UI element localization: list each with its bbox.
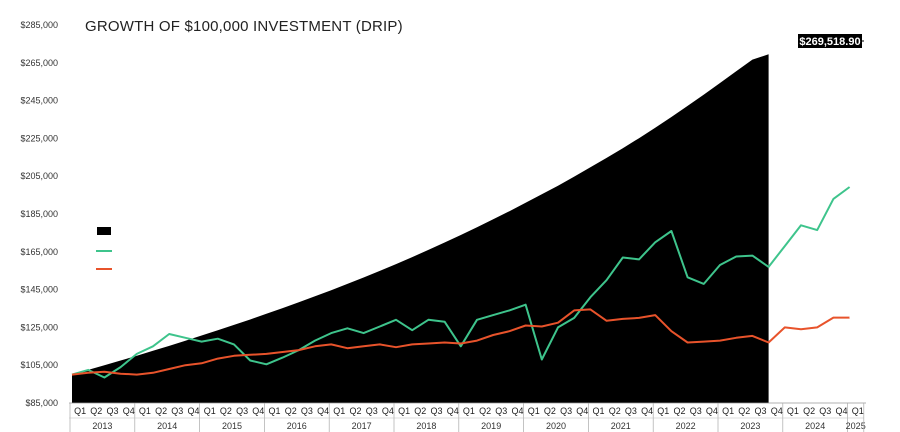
x-quarter-label: Q2 bbox=[349, 406, 361, 416]
x-quarter-label: Q2 bbox=[673, 406, 685, 416]
y-tick-label: $185,000 bbox=[20, 209, 58, 219]
x-quarter-label: Q1 bbox=[592, 406, 604, 416]
x-quarter-label: Q3 bbox=[366, 406, 378, 416]
callout-bond: $130,161.82 bbox=[797, 283, 858, 295]
legend-label: GMIC bbox=[115, 227, 139, 237]
x-quarter-label: Q2 bbox=[803, 406, 815, 416]
x-quarter-label: Q3 bbox=[106, 406, 118, 416]
x-quarter-label: Q3 bbox=[690, 406, 702, 416]
x-quarter-label: Q4 bbox=[123, 406, 135, 416]
x-quarter-label: Q4 bbox=[252, 406, 264, 416]
x-quarter-label: Q1 bbox=[852, 406, 864, 416]
x-year-label: 2024 bbox=[805, 421, 825, 431]
x-quarter-label: Q1 bbox=[204, 406, 216, 416]
y-tick-label: $205,000 bbox=[20, 171, 58, 181]
x-quarter-label: Q3 bbox=[560, 406, 572, 416]
x-quarter-label: Q1 bbox=[398, 406, 410, 416]
x-quarter-label: Q1 bbox=[74, 406, 86, 416]
x-quarter-label: Q1 bbox=[722, 406, 734, 416]
y-tick-label: $265,000 bbox=[20, 58, 58, 68]
x-quarter-label: Q2 bbox=[285, 406, 297, 416]
callout-box-gmic bbox=[798, 34, 862, 48]
callouts: $269,518.90 $199,294.79 $130,161.82 bbox=[797, 34, 864, 318]
x-quarter-label: Q4 bbox=[641, 406, 653, 416]
x-quarter-label: Q1 bbox=[139, 406, 151, 416]
x-quarter-label: Q3 bbox=[236, 406, 248, 416]
plot-area bbox=[71, 54, 851, 404]
x-year-label: 2023 bbox=[740, 421, 760, 431]
x-year-label: 2015 bbox=[222, 421, 242, 431]
x-quarter-label: Q3 bbox=[171, 406, 183, 416]
x-quarter-label: Q3 bbox=[301, 406, 313, 416]
x-year-label: 2021 bbox=[611, 421, 631, 431]
x-quarter-label: Q4 bbox=[447, 406, 459, 416]
x-year-label: 2016 bbox=[287, 421, 307, 431]
x-quarter-label: Q2 bbox=[479, 406, 491, 416]
x-quarter-label: Q2 bbox=[609, 406, 621, 416]
y-tick-label: $145,000 bbox=[20, 285, 58, 295]
y-tick-label: $125,000 bbox=[20, 322, 58, 332]
legend-label: S&P/TSX COMPOSITE bbox=[115, 246, 210, 256]
x-quarter-label: Q1 bbox=[333, 406, 345, 416]
x-axis: Q1 Q2 Q3 Q4 2013 Q1 Q2 Q3 Q4 2014 Q1 Q2 Q3 Q4 2015 Q1 Q2… bbox=[69, 402, 866, 432]
y-tick-label: $225,000 bbox=[20, 133, 58, 143]
x-quarter-label: Q3 bbox=[754, 406, 766, 416]
x-year-label: 2019 bbox=[481, 421, 501, 431]
x-quarter-label: Q2 bbox=[155, 406, 167, 416]
tsx-line bbox=[71, 186, 851, 379]
x-quarter-label: Q4 bbox=[187, 406, 199, 416]
x-quarter-label: Q4 bbox=[706, 406, 718, 416]
x-year-label: 2017 bbox=[352, 421, 372, 431]
x-year-label: 2025 bbox=[846, 421, 866, 431]
x-quarter-label: Q4 bbox=[771, 406, 783, 416]
x-quarter-label: Q4 bbox=[317, 406, 329, 416]
y-axis: $85,000 $105,000 $125,000 $145,000 $165,000 $… bbox=[20, 20, 58, 408]
x-quarter-label: Q2 bbox=[90, 406, 102, 416]
legend-swatch-gmic bbox=[97, 227, 111, 235]
callout-tsx: $199,294.79 bbox=[797, 156, 858, 168]
x-year-label: 2020 bbox=[546, 421, 566, 431]
y-tick-label: $105,000 bbox=[20, 360, 58, 370]
x-quarter-label: Q2 bbox=[738, 406, 750, 416]
callout-leader bbox=[849, 160, 861, 188]
x-quarter-label: Q1 bbox=[657, 406, 669, 416]
x-year-label: 2013 bbox=[92, 421, 112, 431]
y-tick-label: $245,000 bbox=[20, 96, 58, 106]
gmic-area bbox=[72, 54, 769, 404]
x-quarter-label: Q4 bbox=[835, 406, 847, 416]
x-quarter-label: Q3 bbox=[430, 406, 442, 416]
chart-title: GROWTH OF $100,000 INVESTMENT (DRIP) bbox=[85, 18, 403, 35]
x-quarter-label: Q1 bbox=[528, 406, 540, 416]
legend: GMIC S&P/TSX COMPOSITE S&P CANADA AGGREGAT… bbox=[96, 227, 289, 274]
x-quarter-label: Q1 bbox=[268, 406, 280, 416]
y-tick-label: $85,000 bbox=[25, 398, 58, 408]
x-quarter-label: Q4 bbox=[576, 406, 588, 416]
callout-leader bbox=[849, 287, 861, 318]
legend-label: S&P CANADA AGGREGATE BOND INDEX bbox=[115, 264, 289, 274]
bond-line bbox=[71, 308, 850, 376]
x-quarter-label: Q1 bbox=[463, 406, 475, 416]
x-quarter-label: Q2 bbox=[220, 406, 232, 416]
x-year-label: 2022 bbox=[676, 421, 696, 431]
x-quarter-label: Q4 bbox=[511, 406, 523, 416]
x-year-label: 2018 bbox=[416, 421, 436, 431]
x-year-label: 2014 bbox=[157, 421, 177, 431]
x-quarter-label: Q3 bbox=[495, 406, 507, 416]
x-quarter-label: Q1 bbox=[787, 406, 799, 416]
x-quarter-label: Q3 bbox=[819, 406, 831, 416]
x-quarter-label: Q3 bbox=[625, 406, 637, 416]
y-tick-label: $165,000 bbox=[20, 247, 58, 257]
x-quarter-label: Q2 bbox=[414, 406, 426, 416]
x-quarter-label: Q4 bbox=[382, 406, 394, 416]
x-quarter-label: Q2 bbox=[544, 406, 556, 416]
callout-gmic: $269,518.90 bbox=[799, 36, 860, 48]
y-tick-label: $285,000 bbox=[20, 20, 58, 30]
